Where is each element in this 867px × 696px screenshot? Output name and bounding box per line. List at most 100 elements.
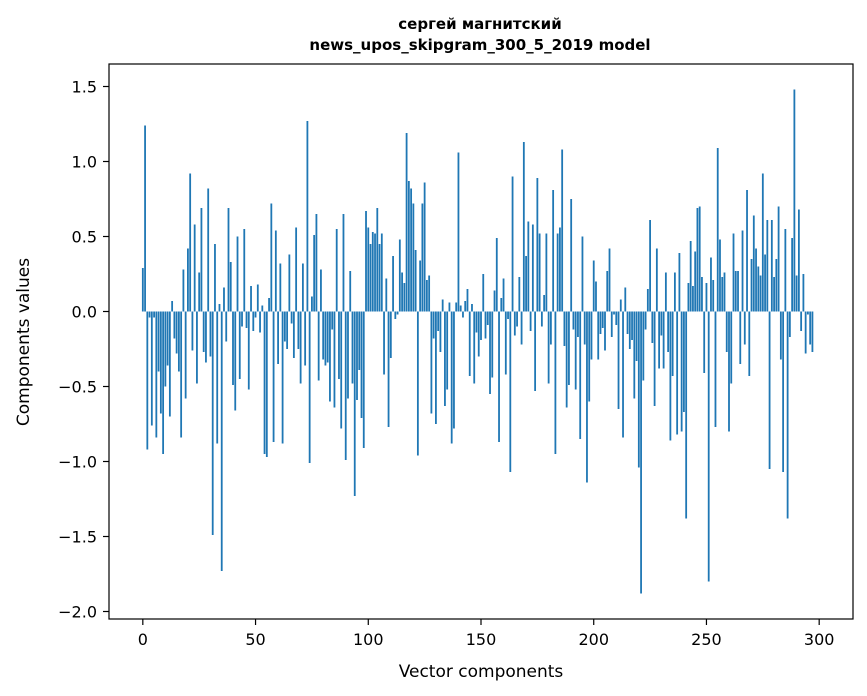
bar (707, 311, 710, 582)
bar (545, 233, 548, 312)
bar (687, 283, 690, 312)
bar (173, 311, 176, 339)
axes-group: 0 50 100 150 200 250 300 −2.0 −1.5 −1.0 −0.5 0.0 0.5… (58, 78, 834, 650)
bar (159, 311, 162, 414)
bar (525, 256, 527, 312)
bar (703, 311, 706, 373)
y-tick-label: −1.5 (58, 528, 97, 547)
bar (795, 275, 798, 312)
x-tick-label: 0 (138, 630, 148, 649)
bar (453, 311, 455, 429)
bar (552, 190, 555, 312)
bar (633, 311, 636, 399)
bar (538, 233, 541, 312)
bar (380, 233, 383, 312)
bar (529, 311, 532, 331)
bar (786, 311, 789, 519)
bar (171, 301, 174, 312)
bar (572, 311, 575, 330)
y-tick-label: 1.5 (72, 78, 97, 97)
bar (383, 311, 385, 375)
x-tick-label: 150 (466, 630, 497, 649)
bar (807, 311, 809, 315)
bar (586, 311, 588, 483)
bar (216, 311, 219, 444)
bar (153, 311, 155, 318)
bar (732, 233, 735, 312)
bar (597, 311, 600, 360)
bar (473, 311, 476, 384)
bar (162, 311, 165, 454)
bar (416, 311, 419, 456)
bar (387, 311, 390, 427)
bar (624, 287, 627, 312)
bar (340, 311, 343, 429)
bar (398, 239, 401, 312)
bar (779, 311, 782, 360)
bar (635, 311, 638, 361)
x-tick-label: 300 (804, 630, 835, 649)
bar (588, 311, 591, 402)
bar (446, 311, 449, 390)
bar (347, 311, 349, 399)
bar (263, 311, 266, 454)
bar (374, 233, 376, 312)
bar (685, 311, 688, 519)
bar (759, 275, 762, 312)
bar (669, 311, 672, 441)
bar (295, 227, 298, 312)
bar (148, 311, 151, 318)
bar (322, 311, 325, 360)
bar (766, 220, 769, 312)
bar (229, 262, 232, 312)
bar (234, 311, 237, 411)
bar (493, 290, 496, 312)
bar (730, 311, 733, 384)
bar (477, 311, 480, 357)
bar (243, 229, 246, 312)
bar (349, 271, 352, 312)
bar (401, 272, 403, 312)
bar (288, 254, 291, 312)
bar (270, 203, 273, 312)
bar (719, 239, 721, 312)
bar (746, 190, 748, 312)
bar (362, 311, 365, 448)
bar (610, 311, 613, 337)
bar (757, 266, 760, 312)
bar (646, 289, 649, 312)
y-tick-label: 0.0 (72, 303, 97, 322)
bar (396, 311, 399, 315)
bar (369, 244, 372, 312)
bar (259, 311, 261, 333)
bar (475, 311, 478, 333)
bar (209, 311, 212, 357)
bar (689, 241, 692, 312)
bar (599, 311, 602, 334)
bar (279, 263, 282, 312)
bar (784, 229, 787, 312)
bar (482, 274, 485, 312)
bar (367, 227, 370, 312)
bar (734, 271, 737, 312)
bar (509, 311, 512, 472)
bar (471, 304, 473, 312)
bar (292, 311, 295, 358)
bar (150, 311, 153, 426)
bar (495, 238, 498, 312)
bar (507, 311, 509, 319)
bar (504, 311, 507, 375)
bar (491, 311, 494, 378)
bar (678, 253, 681, 312)
bar (437, 311, 440, 331)
bar (540, 311, 543, 327)
bar (655, 248, 658, 312)
bar (577, 311, 579, 337)
bar (464, 301, 467, 312)
bar (640, 311, 642, 594)
bar (579, 311, 582, 439)
bar (486, 311, 489, 325)
bar (444, 311, 446, 406)
bar (187, 248, 189, 312)
bar (254, 311, 257, 318)
